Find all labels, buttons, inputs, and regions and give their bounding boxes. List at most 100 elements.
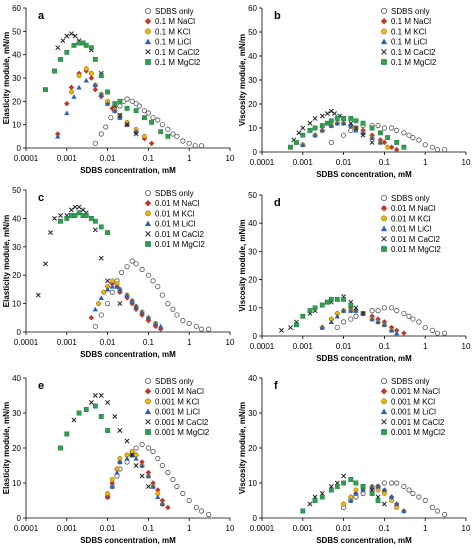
data-point: [180, 138, 186, 144]
data-point: [416, 494, 422, 500]
data-point: [341, 501, 347, 507]
x-tick-label: 1: [187, 524, 192, 533]
data-point: [43, 261, 48, 267]
data-point: [360, 132, 366, 138]
data-point: [198, 143, 205, 149]
legend-marker: [144, 199, 152, 207]
data-point: [124, 105, 130, 111]
x-tick-label: 10: [226, 338, 235, 347]
legend-marker: [380, 194, 387, 201]
data-point: [129, 452, 135, 458]
data-point: [296, 130, 302, 136]
legend-label: SDBS only: [155, 377, 194, 386]
panel-letter: d: [274, 197, 281, 209]
data-point: [378, 130, 383, 136]
legend-marker: [144, 387, 152, 395]
legend-label: 0.001 M LiCl: [391, 408, 436, 417]
x-tick-label: 10: [226, 524, 235, 533]
series-0: [92, 258, 212, 332]
data-point: [98, 91, 104, 97]
legend-label: 0.01 M NaCl: [391, 204, 436, 213]
data-point: [334, 296, 340, 302]
data-point: [369, 308, 375, 314]
x-tick-label: 10: [462, 158, 471, 167]
x-tick-label: 0.1: [379, 342, 391, 351]
data-point: [375, 319, 381, 325]
data-point: [294, 322, 299, 328]
data-point: [328, 296, 334, 302]
series-1: [104, 448, 171, 511]
legend-marker: [144, 377, 151, 384]
data-point: [422, 324, 428, 331]
data-point: [434, 330, 441, 336]
y-tick-label: 30: [12, 409, 21, 418]
data-point: [112, 414, 118, 419]
x-tick-label: 10: [226, 154, 235, 163]
legend-label: 0.01 M KCl: [391, 214, 431, 223]
x-tick-label: 1: [423, 158, 428, 167]
legend-marker: [145, 398, 151, 405]
data-point: [43, 87, 48, 93]
legend-marker: [144, 7, 151, 14]
data-point: [109, 480, 115, 486]
y-axis-label: Viscosity module, mN/m: [238, 402, 247, 494]
data-point: [442, 511, 448, 518]
data-point: [129, 298, 135, 303]
y-tick-label: 0: [253, 514, 258, 523]
data-point: [114, 469, 120, 475]
data-point: [150, 448, 156, 455]
data-point: [369, 125, 375, 131]
data-point: [76, 84, 82, 90]
y-tick-label: 0: [17, 514, 22, 523]
data-point: [150, 115, 156, 121]
data-point: [294, 139, 299, 145]
data-point: [133, 261, 139, 267]
data-point: [145, 469, 152, 476]
x-axis-label: SDBS concentration, mM: [316, 536, 412, 545]
data-point: [328, 319, 334, 325]
x-tick-label: 0.0001: [14, 524, 39, 533]
data-point: [152, 320, 159, 326]
data-point: [319, 123, 325, 129]
x-tick-label: 0.001: [293, 342, 314, 351]
data-point: [348, 497, 354, 503]
x-tick-label: 0.01: [100, 524, 116, 533]
data-point: [117, 103, 123, 109]
y-tick-label: 0: [253, 332, 258, 341]
y-tick-label: 20: [12, 271, 21, 280]
x-tick-label: 0.1: [143, 524, 155, 533]
panel-a: 0 10 20 30 40 50 60 0.0001 0.001 0.01 0.1 1 10 SDBS c…: [2, 4, 235, 175]
data-point: [394, 501, 400, 507]
data-point: [348, 120, 354, 126]
legend-marker: [144, 189, 151, 196]
data-point: [410, 316, 416, 322]
x-tick-label: 0.1: [143, 154, 155, 163]
panel-letter: b: [274, 10, 281, 22]
x-tick-label: 0.01: [336, 524, 352, 533]
data-point: [300, 142, 306, 147]
data-point: [104, 494, 111, 500]
data-point: [324, 111, 330, 117]
data-point: [288, 325, 293, 330]
x-tick-label: 0.0001: [250, 524, 275, 533]
data-point: [142, 115, 147, 121]
data-point: [429, 327, 435, 333]
data-point: [381, 125, 387, 131]
data-point: [401, 330, 407, 336]
data-point: [170, 306, 176, 312]
data-point: [434, 508, 441, 514]
data-point: [360, 120, 366, 126]
data-point: [328, 108, 334, 114]
data-point: [124, 438, 130, 444]
data-point: [124, 96, 130, 102]
data-point: [72, 213, 78, 218]
data-point: [388, 480, 395, 486]
data-point: [334, 484, 340, 489]
data-point: [76, 40, 82, 46]
legend-label: 0.001 M MgCl2: [155, 428, 210, 437]
data-point: [58, 213, 63, 219]
data-point: [348, 477, 354, 482]
data-point: [340, 132, 347, 138]
data-point: [71, 417, 77, 423]
